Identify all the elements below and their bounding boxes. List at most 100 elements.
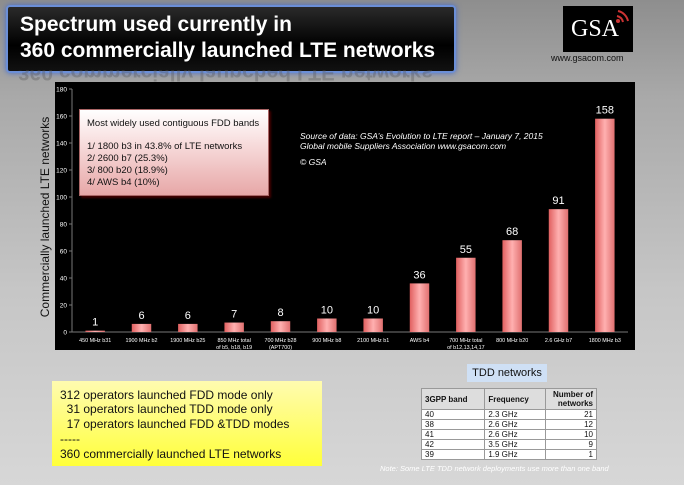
- data-label: 10: [367, 305, 379, 317]
- legend-box: Most widely used contiguous FDD bands 1/…: [79, 109, 269, 196]
- x-tick-label: of b12,13,14,17: [447, 345, 484, 350]
- summary-line: 31 operators launched TDD mode only: [60, 402, 273, 416]
- table-cell: 1.9 GHz: [484, 449, 546, 460]
- y-tick-label: 20: [60, 303, 68, 310]
- y-tick-label: 160: [56, 114, 67, 121]
- table-row: 39 1.9 GHz 1: [420, 449, 597, 460]
- data-label: 7: [231, 309, 237, 321]
- x-tick-label: 1800 MHz b3: [589, 338, 621, 344]
- y-tick-label: 120: [56, 168, 67, 175]
- tdd-table: 3GPP band Frequency Number of networks 4…: [420, 388, 597, 460]
- table-row: 41 2.6 GHz 10: [420, 429, 597, 440]
- y-tick-label: 60: [60, 249, 68, 256]
- summary-line: 312 operators launched FDD mode only: [60, 388, 273, 402]
- table-header-row: 3GPP band Frequency Number of networks: [420, 388, 597, 410]
- bar: [502, 240, 522, 332]
- legend-item: 2/ 2600 b7 (25.3%): [87, 153, 168, 164]
- x-tick-label: AWS b4: [410, 338, 430, 344]
- table-cell: 12: [545, 419, 597, 430]
- summary-line: -----: [60, 432, 80, 446]
- column-header: 3GPP band: [420, 388, 486, 410]
- y-tick-label: 180: [56, 87, 67, 94]
- table-cell: 10: [545, 429, 597, 440]
- bar: [548, 209, 569, 332]
- data-label: 1: [92, 317, 98, 329]
- table-row: 38 2.6 GHz 12: [420, 419, 597, 430]
- y-tick-label: 140: [56, 141, 67, 148]
- legend-item: 1/ 1800 b3 in 43.8% of LTE networks: [87, 141, 243, 152]
- x-tick-label: 900 MHz b8: [312, 338, 341, 344]
- title-box: Spectrum used currently in 360 commercia…: [6, 5, 456, 73]
- gsa-url: www.gsacom.com: [551, 53, 624, 63]
- bar: [224, 322, 244, 332]
- data-label: 6: [138, 310, 144, 322]
- table-cell: 1: [545, 449, 597, 460]
- table-cell: 9: [545, 439, 597, 450]
- x-tick-label: 850 MHz total: [218, 338, 251, 344]
- x-tick-label: 2100 MHz b1: [357, 338, 389, 344]
- x-tick-label: (APT700): [269, 345, 292, 350]
- source-line-3: © GSA: [300, 157, 327, 167]
- gsa-logo: GSA: [563, 6, 633, 52]
- data-label: 55: [460, 244, 472, 256]
- source-line-1: Source of data: GSA’s Evolution to LTE r…: [300, 131, 543, 141]
- table-row: 42 3.5 GHz 9: [420, 439, 597, 450]
- tdd-note: Note: Some LTE TDD network deployments u…: [380, 464, 609, 473]
- x-tick-label: 800 MHz b20: [496, 338, 528, 344]
- table-cell: 2.3 GHz: [484, 409, 546, 420]
- y-tick-label: 80: [60, 222, 68, 229]
- data-label: 91: [552, 195, 564, 207]
- summary-line: 17 operators launched FDD &TDD modes: [60, 417, 290, 431]
- table-cell: 41: [420, 429, 486, 440]
- data-label: 8: [277, 307, 283, 319]
- title-line-2: 360 commercially launched LTE networks: [20, 39, 436, 62]
- bar: [85, 330, 105, 332]
- legend-heading: Most widely used contiguous FDD bands: [87, 118, 260, 129]
- summary-box: 312 operators launched FDD mode only 31 …: [52, 381, 322, 466]
- bar: [317, 318, 337, 332]
- bar: [363, 318, 383, 332]
- y-tick-label: 40: [60, 276, 68, 283]
- legend-item: 4/ AWS b4 (10%): [87, 177, 160, 188]
- x-tick-label: 700 MHz total: [449, 338, 482, 344]
- x-tick-label: 2.6 GHz b7: [545, 338, 572, 344]
- source-line-2: Global mobile Suppliers Association www.…: [300, 141, 507, 151]
- source-note: Source of data: GSA’s Evolution to LTE r…: [300, 131, 543, 167]
- table-cell: 40: [420, 409, 486, 420]
- bar: [131, 323, 152, 332]
- bar: [178, 323, 198, 332]
- y-tick-label: 100: [56, 195, 67, 202]
- x-tick-label: 450 MHz b31: [79, 338, 111, 344]
- data-label: 158: [596, 105, 614, 117]
- legend-item: 3/ 800 b20 (18.9%): [87, 165, 168, 176]
- column-header: Frequency: [484, 388, 546, 410]
- x-tick-label: 1900 MHz b25: [170, 338, 205, 344]
- table-cell: 21: [545, 409, 597, 420]
- column-header: Number of networks: [545, 388, 597, 410]
- bar-chart: 0 20 40 60 80 100 120 140 160 180 1 450 MHz b31 6 190…: [56, 87, 628, 351]
- x-tick-label: of b5, b18, b19: [216, 345, 252, 350]
- signal-arcs-icon: [616, 10, 629, 23]
- bar: [409, 283, 430, 332]
- title-line-1: Spectrum used currently in: [20, 13, 292, 36]
- data-label: 6: [185, 310, 191, 322]
- x-tick-label: 1900 MHz b2: [125, 338, 157, 344]
- y-axis-label: Commercially launched LTE networks: [38, 116, 52, 318]
- gsa-logo-text: GSA: [571, 16, 620, 42]
- x-tick-label: 700 MHz b28: [264, 338, 296, 344]
- data-label: 10: [321, 305, 333, 317]
- table-row: 40 2.3 GHz 21: [420, 409, 597, 420]
- bar: [595, 118, 615, 332]
- summary-line: 360 commercially launched LTE networks: [60, 447, 282, 461]
- data-label: 68: [506, 226, 518, 238]
- y-tick-label: 0: [63, 330, 67, 337]
- table-cell: 3.5 GHz: [484, 439, 546, 450]
- tdd-title: TDD networks: [467, 364, 547, 382]
- data-label: 36: [413, 269, 425, 281]
- bar: [270, 321, 291, 332]
- table-cell: 39: [420, 449, 486, 460]
- bar: [456, 257, 476, 332]
- table-cell: 2.6 GHz: [484, 419, 546, 430]
- table-cell: 2.6 GHz: [484, 429, 546, 440]
- table-cell: 38: [420, 419, 486, 430]
